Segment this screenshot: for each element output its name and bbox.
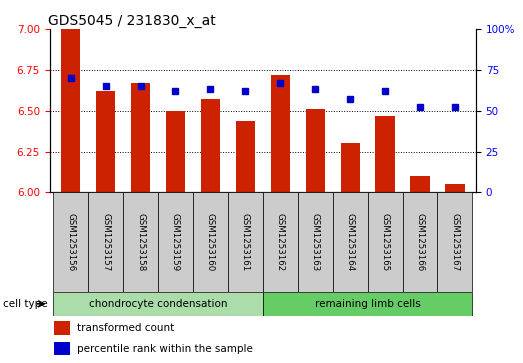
Text: GSM1253158: GSM1253158: [136, 213, 145, 272]
Text: GSM1253156: GSM1253156: [66, 213, 75, 272]
Bar: [53, 292, 263, 316]
Text: GDS5045 / 231830_x_at: GDS5045 / 231830_x_at: [48, 14, 215, 28]
Bar: [53, 192, 88, 292]
Text: GSM1253159: GSM1253159: [171, 213, 180, 272]
Bar: [263, 192, 298, 292]
Bar: [131, 83, 150, 192]
Bar: [201, 99, 220, 192]
Bar: [96, 91, 115, 192]
Text: GSM1253162: GSM1253162: [276, 213, 285, 272]
Bar: [305, 109, 325, 192]
Text: transformed count: transformed count: [77, 323, 175, 333]
Bar: [228, 192, 263, 292]
Bar: [123, 192, 158, 292]
Bar: [340, 143, 360, 192]
Bar: [54, 322, 70, 335]
Text: GSM1253165: GSM1253165: [381, 213, 390, 272]
Text: chondrocyte condensation: chondrocyte condensation: [89, 299, 227, 309]
Bar: [158, 192, 193, 292]
Text: GSM1253157: GSM1253157: [101, 213, 110, 272]
Text: GSM1253167: GSM1253167: [450, 213, 460, 272]
Bar: [166, 111, 185, 192]
Bar: [263, 292, 472, 316]
Text: GSM1253166: GSM1253166: [416, 213, 425, 272]
Bar: [411, 176, 429, 192]
Bar: [298, 192, 333, 292]
Text: remaining limb cells: remaining limb cells: [315, 299, 420, 309]
Text: GSM1253163: GSM1253163: [311, 213, 320, 272]
Text: percentile rank within the sample: percentile rank within the sample: [77, 344, 253, 354]
Bar: [61, 29, 80, 192]
Bar: [236, 121, 255, 192]
Bar: [403, 192, 438, 292]
Bar: [271, 75, 290, 192]
Bar: [333, 192, 368, 292]
Bar: [54, 342, 70, 355]
Bar: [368, 192, 403, 292]
Text: GSM1253164: GSM1253164: [346, 213, 355, 272]
Bar: [193, 192, 228, 292]
Text: GSM1253161: GSM1253161: [241, 213, 250, 272]
Bar: [438, 192, 472, 292]
Bar: [88, 192, 123, 292]
Text: GSM1253160: GSM1253160: [206, 213, 215, 272]
Text: cell type: cell type: [3, 299, 47, 309]
Bar: [446, 184, 464, 192]
Bar: [376, 115, 395, 192]
